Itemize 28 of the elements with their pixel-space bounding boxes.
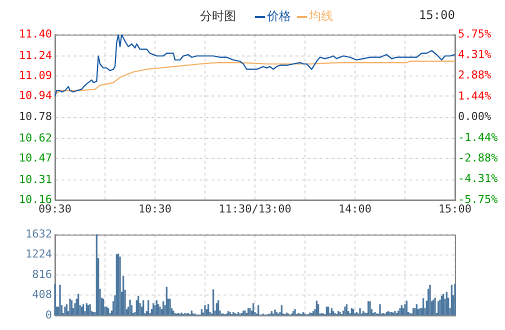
y-tick-label: 10.78: [18, 110, 52, 124]
y-tick-label: 10.31: [18, 172, 52, 186]
y-tick-label: 11.24: [18, 48, 52, 62]
y-tick-label: 11.40: [18, 27, 52, 40]
y-tick-label: 408: [32, 288, 52, 302]
y2-tick-label: -2.88%: [458, 152, 498, 165]
chart-title: 分时图: [200, 8, 236, 25]
legend-label: 价格: [267, 8, 291, 25]
x-tick-label: 14:00: [338, 202, 372, 216]
text: 15:00: [418, 8, 455, 22]
y2-tick-label: 2.88%: [458, 68, 492, 82]
y-tick-label: 10.47: [18, 152, 52, 165]
y2-tick-label: 4.31%: [458, 48, 492, 62]
y2-tick-label: 0.00%: [458, 110, 492, 124]
y-tick-label: 0: [45, 308, 52, 322]
y-tick-label: 816: [32, 268, 52, 281]
y-tick-label: 11.09: [18, 68, 52, 82]
x-tick-label: 11:30/13:00: [218, 202, 292, 216]
y2-tick-label: 5.75%: [458, 27, 492, 40]
y-tick-label: 10.94: [18, 88, 52, 102]
legend-label: 均线: [309, 8, 333, 25]
y-tick-label: 10.62: [18, 132, 52, 144]
y2-tick-label: -4.31%: [458, 172, 498, 186]
y-tick-label: 1224: [26, 248, 52, 261]
y2-tick-label: -1.44%: [458, 130, 498, 144]
x-tick-label: 10:30: [138, 202, 172, 216]
y-tick-label: 1632: [26, 227, 52, 240]
y2-tick-label: 1.44%: [458, 89, 492, 102]
